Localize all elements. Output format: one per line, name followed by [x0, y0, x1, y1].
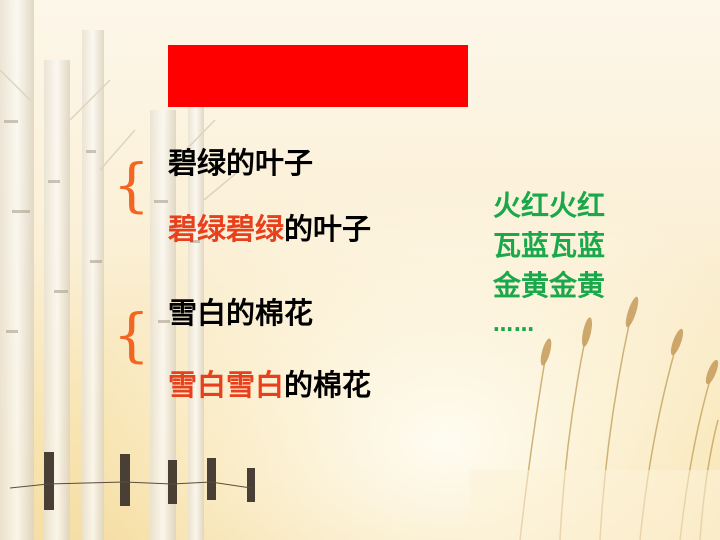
phrase-rest: 的棉花 [284, 368, 372, 402]
example-list: 火红火红 瓦蓝瓦蓝 金黄金黄 …… [493, 186, 605, 342]
example-item: 金黄金黄 [493, 269, 606, 302]
brace-group-1: { [113, 151, 150, 219]
example-item: 瓦蓝瓦蓝 [493, 229, 606, 262]
phrase-white-cotton: 雪白的棉花 [168, 296, 313, 330]
phrase-green-leaves: 碧绿的叶子 [168, 146, 313, 180]
phrase-rest: 碧绿的叶子 [168, 146, 314, 180]
reed-heads [540, 296, 719, 385]
phrase-highlight: 碧绿碧绿 [168, 212, 285, 246]
phrase-green-green-leaves: 碧绿碧绿的叶子 [168, 212, 371, 246]
brace-group-2: { [113, 301, 150, 369]
phrase-white-white-cotton: 雪白雪白的棉花 [168, 368, 371, 402]
title-bar [168, 45, 468, 107]
example-ellipsis: …… [493, 312, 535, 336]
fence-posts [44, 452, 255, 510]
example-item: 火红火红 [493, 189, 606, 222]
phrase-highlight: 雪白雪白 [168, 368, 285, 402]
phrase-rest: 雪白的棉花 [168, 296, 314, 330]
phrase-rest: 的叶子 [284, 212, 372, 246]
